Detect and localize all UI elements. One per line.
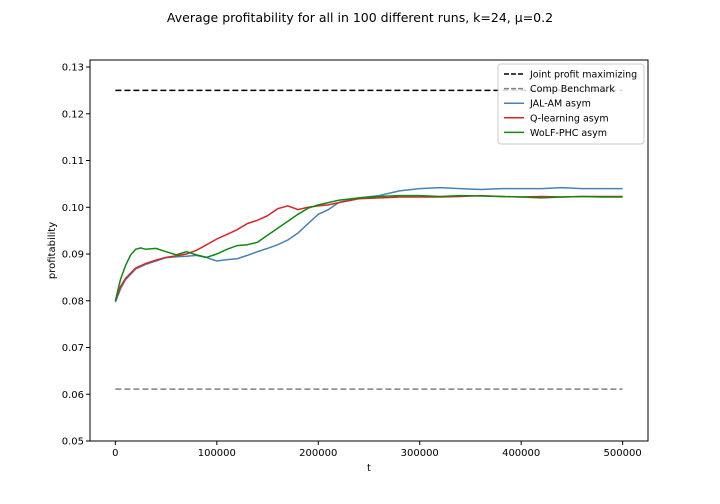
legend: Joint profit maximizing Comp Benchmark JAL… [497,63,645,145]
y-tick-label: 0.08 [62,296,84,307]
x-tick-label: 300000 [401,448,439,459]
y-tick-label: 0.09 [62,250,84,261]
plot-frame [89,59,649,442]
x-tick-label: 200000 [299,448,337,459]
y-tick-label: 0.13 [62,63,84,74]
axes: 0 100000 200000 300000 400000 500000 0.05 0.06 0… [62,63,642,459]
y-tick-label: 0.07 [62,343,84,354]
y-tick-label: 0.12 [62,109,84,120]
series-line-4 [114,194,623,301]
legend-label-0: Joint profit maximizing [529,70,637,81]
y-tick-label: 0.11 [62,156,84,167]
x-tick-label: 0 [112,448,118,459]
y-tick-label: 0.10 [62,203,84,214]
x-tick-label: 500000 [604,448,642,459]
y-axis-label: profitability [47,222,58,279]
x-tick-label: 100000 [198,448,236,459]
legend-box [497,63,645,145]
y-tick-label: 0.06 [62,390,84,401]
legend-label-3: Q-learning asym [530,113,609,124]
legend-label-1: Comp Benchmark [530,84,615,95]
plot-area [114,89,623,390]
y-tick-label: 0.05 [62,437,84,448]
legend-label-2: JAL-AM asym [529,99,591,110]
x-tick-label: 400000 [502,448,540,459]
chart-title: Average profitability for all in 100 dif… [167,10,553,25]
series-line-2 [114,186,623,303]
legend-label-4: WoLF-PHC asym [530,128,607,139]
series-line-3 [114,194,623,302]
x-axis-label: t [367,463,371,474]
